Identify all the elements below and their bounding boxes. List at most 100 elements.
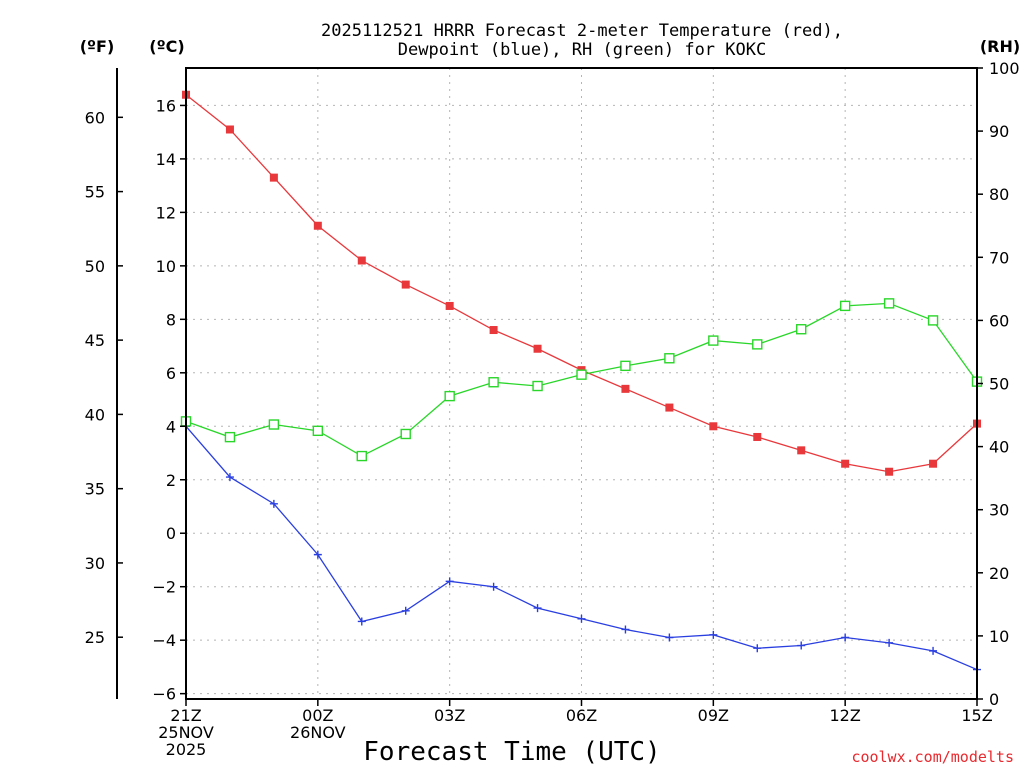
celsius-tick-label: 2 — [166, 471, 176, 490]
dewpoint-point — [841, 633, 850, 642]
chart-title-line2: Dewpoint (blue), RH (green) for KOKC — [398, 40, 766, 60]
temperature-point — [445, 301, 454, 310]
dewpoint-point — [929, 646, 938, 655]
rh-point — [927, 315, 939, 326]
chart-title-line1: 2025112521 HRRR Forecast 2-meter Tempera… — [321, 21, 843, 41]
temperature-point — [885, 467, 894, 476]
dewpoint-point — [709, 630, 718, 639]
rh-tick-label: 100 — [989, 59, 1020, 78]
rh-point — [356, 450, 367, 462]
celsius-unit-label: (ºC) — [149, 37, 184, 56]
fahrenheit-tick-label: 60 — [85, 108, 105, 127]
rh-point — [400, 428, 411, 440]
fahrenheit-tick-label: 40 — [85, 405, 105, 424]
temperature-point — [621, 384, 630, 393]
rh-axis: 0 10 20 30 40 50 60 70 80 90 100 — [977, 59, 1020, 709]
fahrenheit-tick-label: 45 — [85, 331, 105, 350]
temperature-point — [313, 221, 322, 230]
x-tick-label: 00Z 26NOV — [290, 706, 346, 742]
fahrenheit-tick-label: 35 — [85, 480, 105, 499]
grid — [185, 68, 978, 699]
celsius-tick-label: −6 — [152, 685, 176, 704]
dewpoint-point — [797, 641, 806, 650]
rh-point — [488, 377, 499, 388]
rh-point — [796, 324, 807, 335]
fahrenheit-tick-label: 30 — [85, 554, 105, 573]
dewpoint-point — [445, 577, 454, 586]
rh-point — [312, 425, 324, 437]
celsius-tick-label: 4 — [166, 417, 176, 436]
x-tick-label: 21Z 25NOV 2025 — [158, 706, 214, 759]
rh-point — [532, 380, 543, 392]
celsius-axis: −6 −4 −2 0 2 4 6 8 10 12 14 16 — [152, 96, 186, 704]
fahrenheit-tick-label: 55 — [85, 183, 105, 202]
celsius-tick-label: 16 — [156, 96, 176, 115]
celsius-tick-label: 8 — [166, 310, 176, 329]
celsius-tick-label: 10 — [156, 257, 176, 276]
dewpoint-point — [665, 633, 674, 642]
rh-tick-label: 70 — [989, 248, 1009, 267]
fahrenheit-tick-label: 25 — [85, 628, 105, 647]
rh-tick-label: 50 — [989, 375, 1009, 394]
rh-point — [576, 369, 587, 380]
rh-tick-label: 10 — [989, 627, 1009, 646]
temperature-line — [185, 94, 978, 473]
dewpoint-point — [577, 614, 586, 623]
rh-tick-label: 30 — [989, 501, 1009, 520]
celsius-tick-label: −4 — [152, 631, 176, 650]
temperature-point — [489, 326, 498, 335]
temperature-point — [357, 256, 366, 265]
x-tick-label: 15Z — [961, 706, 992, 725]
rh-tick-label: 80 — [989, 185, 1009, 204]
rh-point — [620, 360, 631, 372]
dewpoint-point — [753, 644, 762, 653]
temperature-point — [841, 459, 850, 468]
temperature-point — [401, 280, 410, 289]
rh-unit-label: (RH) — [980, 37, 1020, 56]
dewpoint-point — [489, 582, 498, 591]
rh-point — [708, 335, 719, 346]
x-tick-label: 12Z — [830, 706, 861, 725]
rh-point — [444, 390, 455, 402]
rh-point — [268, 419, 280, 430]
rh-tick-label: 60 — [989, 311, 1009, 330]
x-tick-label: 03Z — [434, 706, 465, 725]
celsius-tick-label: 0 — [166, 524, 176, 543]
fahrenheit-unit-label: (ºF) — [80, 37, 115, 56]
temperature-point — [709, 422, 718, 431]
x-axis-title: Forecast Time (UTC) — [363, 737, 660, 767]
temperature-point — [929, 459, 938, 468]
temperature-point — [225, 125, 234, 134]
dewpoint-point — [357, 617, 366, 626]
credit-text: coolwx.com/modelts — [851, 748, 1014, 766]
temperature-point — [797, 446, 806, 455]
dewpoint-point — [533, 604, 542, 613]
temperature-point — [269, 173, 278, 182]
dewpoint-point — [225, 473, 234, 482]
fahrenheit-axis: 25 30 35 40 45 50 55 60 — [85, 108, 123, 647]
rh-tick-label: 20 — [989, 564, 1009, 583]
rh-tick-label: 40 — [989, 438, 1009, 457]
celsius-tick-label: 14 — [156, 150, 176, 169]
dewpoint-point — [885, 638, 894, 647]
x-axis: 21Z 25NOV 2025 00Z 26NOV 03Z 06Z 09Z 12Z 15Z — [158, 699, 993, 759]
dewpoint-point — [269, 499, 278, 508]
x-tick-label: 09Z — [698, 706, 729, 725]
series-layer — [180, 90, 983, 674]
celsius-tick-label: 6 — [166, 364, 176, 383]
celsius-tick-label: −2 — [152, 578, 176, 597]
rh-point — [664, 353, 675, 364]
fahrenheit-tick-label: 50 — [85, 257, 105, 276]
x-tick-label: 06Z — [566, 706, 597, 725]
rh-point — [883, 298, 895, 309]
rh-point — [752, 339, 763, 350]
temperature-point — [753, 432, 762, 441]
rh-point — [224, 431, 236, 443]
rh-tick-label: 90 — [989, 122, 1009, 141]
dewpoint-point — [313, 550, 322, 559]
dewpoint-line — [185, 425, 978, 671]
temperature-point — [533, 344, 542, 353]
celsius-tick-label: 12 — [156, 203, 176, 222]
rh-tick-label: 0 — [989, 690, 999, 709]
